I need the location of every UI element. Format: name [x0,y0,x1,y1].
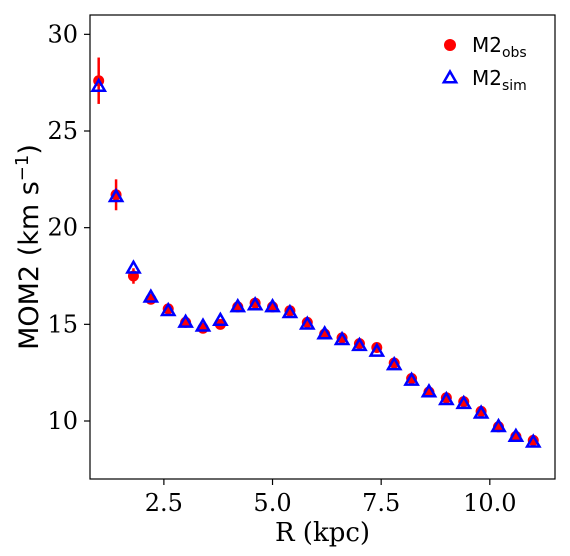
legend-obs-sub: obs [502,45,527,61]
sim-point [246,295,264,311]
sim-point [472,404,490,419]
sim-point [333,330,351,346]
y-axis-label-main: MOM2 (km s [14,181,45,350]
x-tick-label: 2.5 [145,489,183,517]
sim-series [90,77,542,448]
y-tick-label: 30 [47,20,78,48]
obs-point [284,305,296,317]
y-tick-label: 20 [47,214,78,242]
axis-ticks: 2.5 5.0 7.5 10.0 10 15 20 25 30 [47,20,516,517]
sim-point [316,324,334,340]
sim-point [420,382,438,398]
sim-point [490,417,507,433]
obs-point [249,297,261,309]
obs-point [336,332,348,344]
legend-sim-label: M2sim [472,66,527,94]
sim-point [403,371,420,386]
obs-point [440,392,452,404]
sim-point [194,317,212,332]
sim-point [298,315,316,330]
obs-series [93,75,539,446]
obs-point [527,434,539,446]
y-tick-label: 15 [47,310,78,338]
sim-point [368,342,386,357]
x-axis-label: R (kpc) [275,518,370,548]
sim-point [177,313,194,328]
sim-point [107,187,125,203]
obs-point [301,316,313,328]
sim-point [90,77,108,93]
x-tick-label: 10.0 [463,489,516,517]
sim-point [455,394,473,410]
sim-point [281,303,299,319]
legend-obs-name: M2 [472,33,502,57]
sim-point [125,259,142,274]
y-axis-label: MOM2 (km s−1) [12,144,45,350]
x-tick-label: 7.5 [362,489,400,517]
legend-obs-marker [444,39,456,51]
legend: M2obs M2sim [441,33,527,94]
y-tick-label: 10 [47,407,78,435]
sim-point [385,355,403,371]
legend-sim-sub: sim [502,78,527,94]
plot-frame [89,14,556,480]
sim-point [159,301,177,317]
sim-point [229,297,247,313]
sim-point [507,427,525,442]
y-tick-label: 25 [47,117,78,145]
y-axis-label-sup: −1 [12,155,33,182]
legend-obs-label: M2obs [472,33,527,61]
legend-sim-name: M2 [472,66,502,90]
obs-point [475,405,487,417]
sim-point [438,390,455,406]
obs-point [353,338,365,350]
sim-point [264,297,281,313]
obs-point [458,396,470,408]
y-axis-label-close: ) [14,144,45,155]
sim-point [524,433,542,448]
obs-point [406,372,418,384]
obs-point [162,303,174,315]
x-tick-label: 5.0 [253,489,291,517]
error-bars [97,57,535,444]
obs-point [388,357,400,369]
obs-point [110,189,122,201]
sim-point [351,336,368,352]
sim-point [142,288,160,303]
sim-point [212,311,229,326]
legend-sim-marker [441,68,459,84]
